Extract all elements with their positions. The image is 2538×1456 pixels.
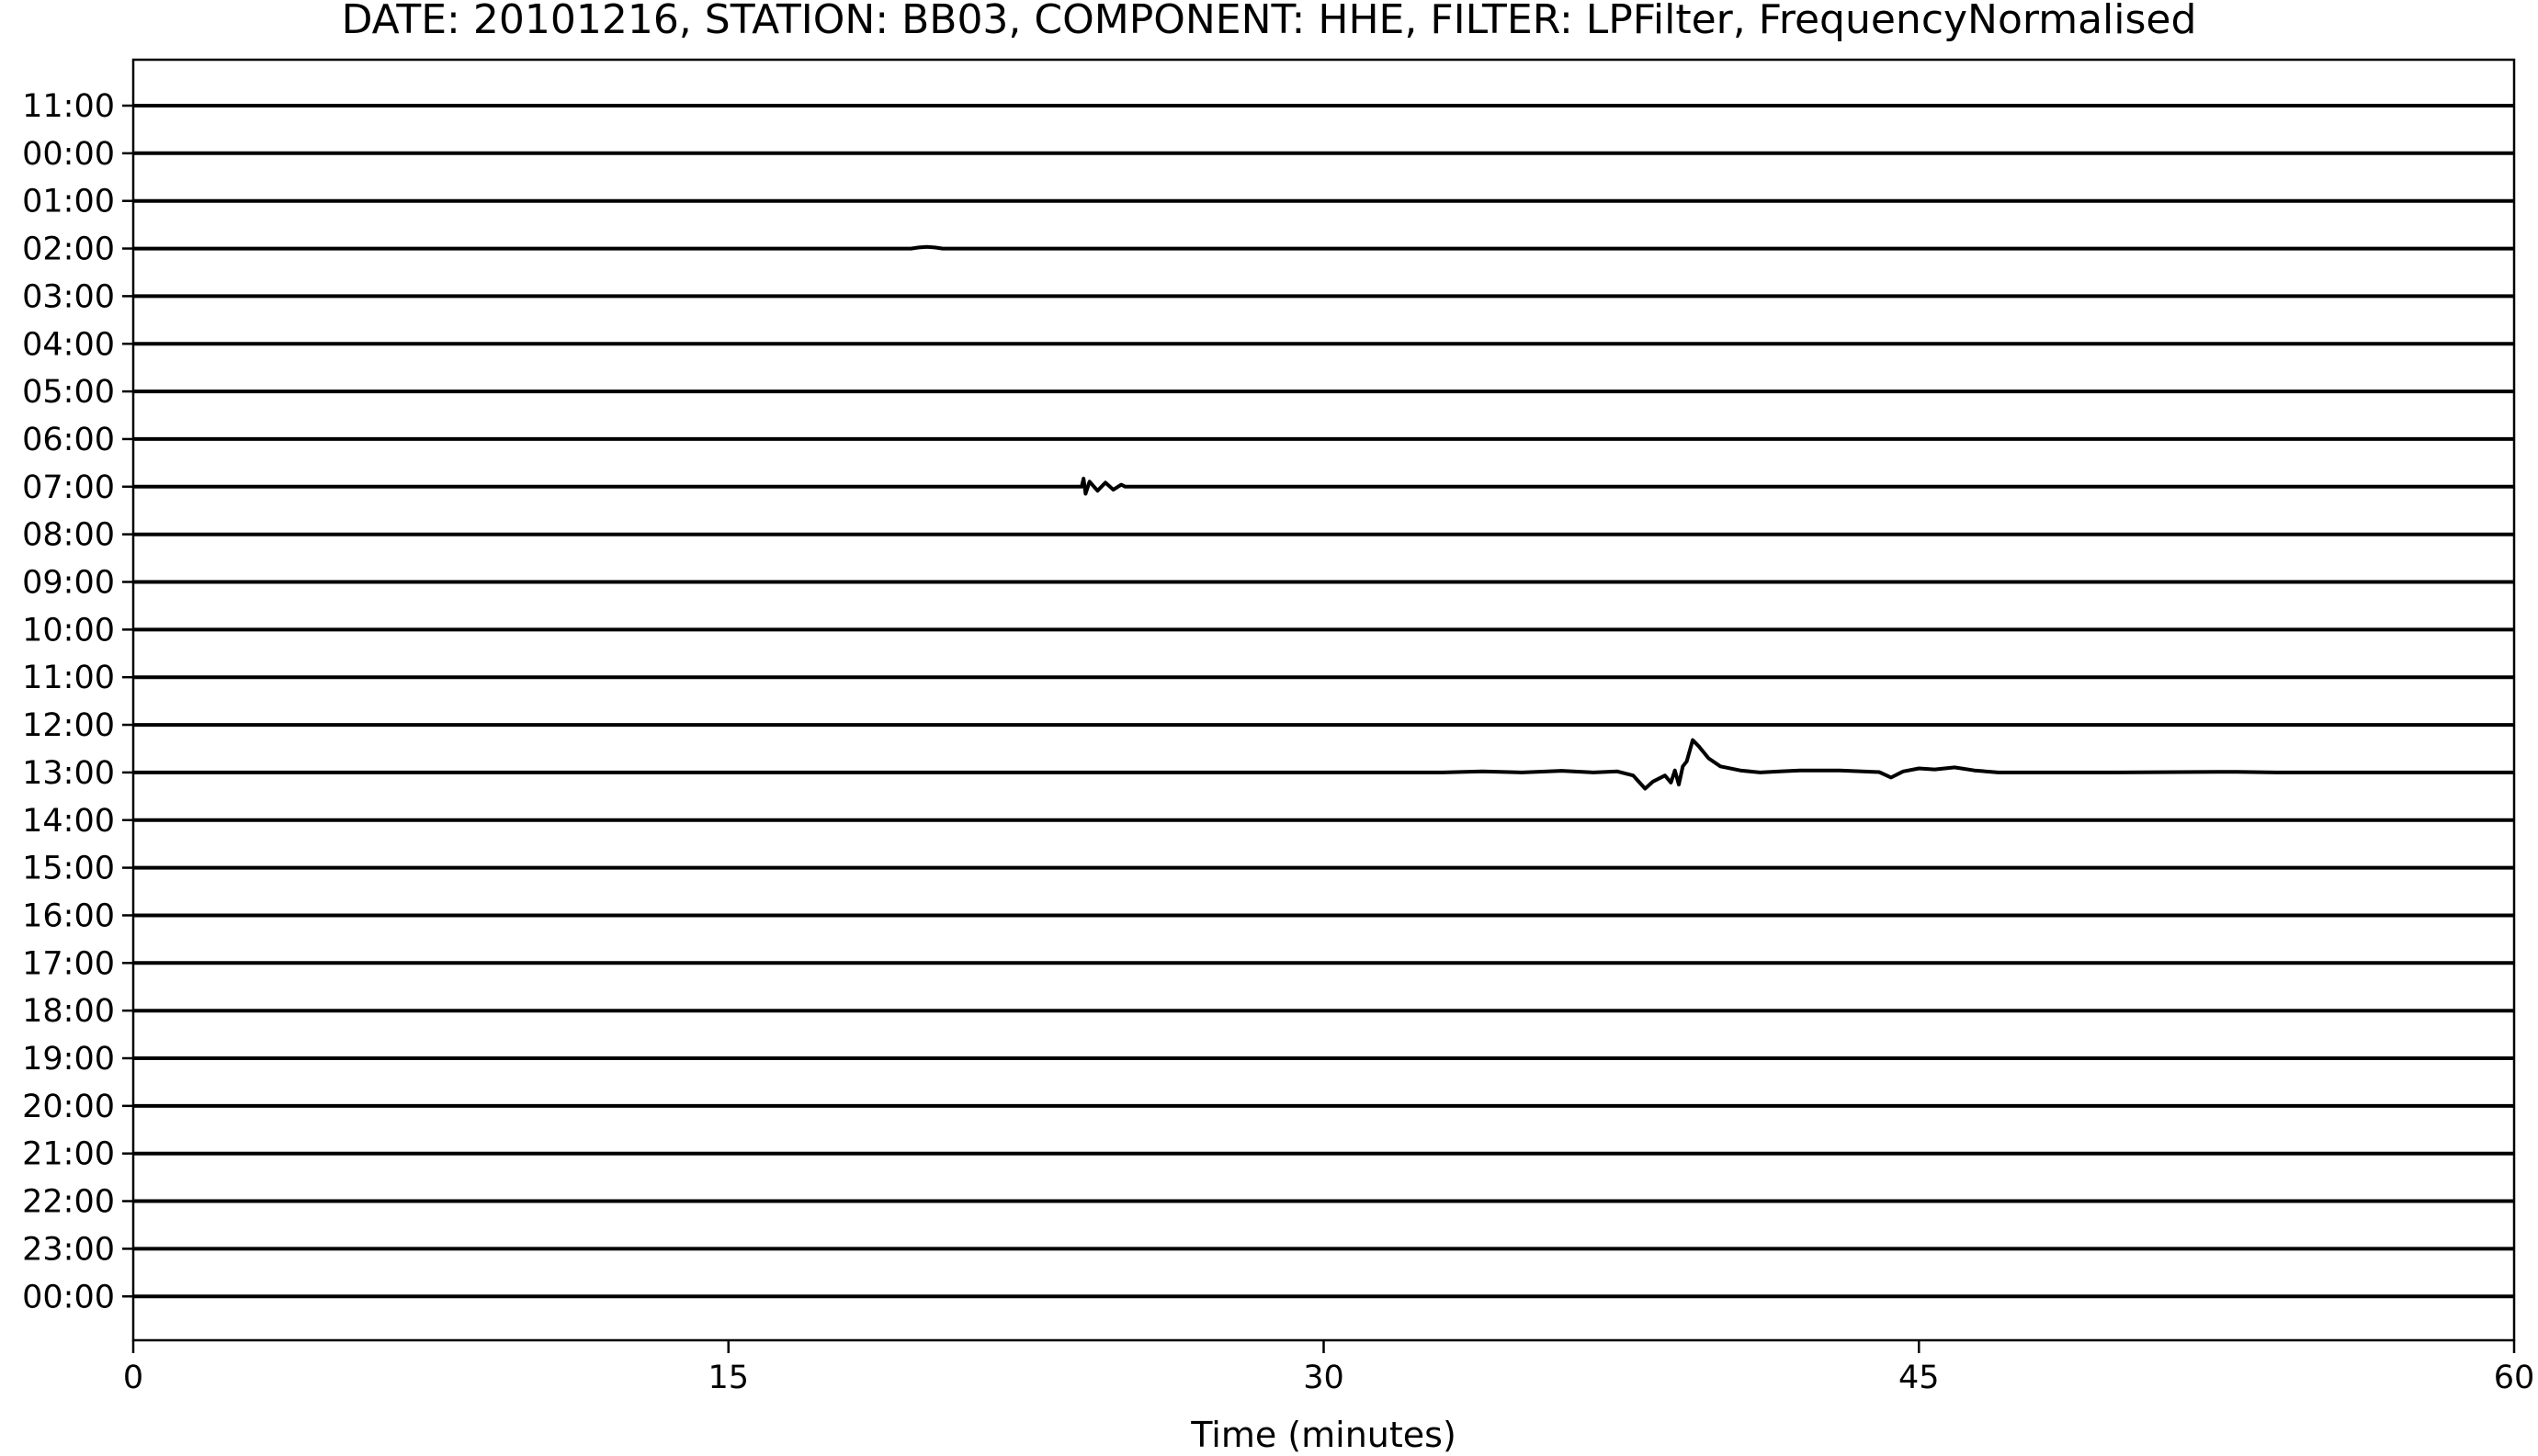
y-tick-label: 02:00 <box>22 231 115 268</box>
y-tick-label: 13:00 <box>22 755 115 792</box>
y-tick-label: 11:00 <box>22 660 115 696</box>
trace-line <box>133 477 2514 496</box>
y-tick-label: 18:00 <box>22 993 115 1030</box>
y-tick-label: 19:00 <box>22 1041 115 1078</box>
y-tick-label: 21:00 <box>22 1136 115 1173</box>
y-tick-label: 16:00 <box>22 897 115 934</box>
y-tick-label: 04:00 <box>22 326 115 363</box>
y-tick-label: 12:00 <box>22 707 115 744</box>
seismic-traces <box>133 104 2514 1299</box>
y-axis: 11:00 00:00 01:00 02:00 03:00 04:00 05:00 06:00… <box>22 88 133 1315</box>
y-tick-label: 03:00 <box>22 278 115 315</box>
chart-title: DATE: 20101216, STATION: BB03, COMPONENT… <box>342 0 2197 43</box>
y-tick-label: 07:00 <box>22 469 115 506</box>
y-tick-label: 05:00 <box>22 374 115 411</box>
x-tick-label: 60 <box>2494 1360 2535 1396</box>
x-axis-label: Time (minutes) <box>1190 1415 1456 1455</box>
trace-line <box>133 738 2514 791</box>
y-tick-label: 10:00 <box>22 612 115 649</box>
y-tick-label: 11:00 <box>22 88 115 125</box>
x-tick-label: 0 <box>123 1360 143 1396</box>
y-tick-label: 01:00 <box>22 184 115 220</box>
plot-frame <box>131 58 2516 1342</box>
trace-line <box>133 244 2514 251</box>
y-tick-label: 08:00 <box>22 517 115 554</box>
y-tick-label: 17:00 <box>22 945 115 982</box>
y-tick-label: 23:00 <box>22 1231 115 1268</box>
y-tick-label: 06:00 <box>22 422 115 458</box>
y-tick-label: 00:00 <box>22 136 115 173</box>
y-tick-label: 09:00 <box>22 565 115 602</box>
y-tick-label: 14:00 <box>22 803 115 840</box>
x-tick-label: 30 <box>1303 1360 1344 1396</box>
y-tick-label: 22:00 <box>22 1184 115 1221</box>
x-tick-label: 45 <box>1898 1360 1940 1396</box>
y-tick-label: 00:00 <box>22 1279 115 1315</box>
y-tick-label: 15:00 <box>22 851 115 887</box>
x-tick-label: 15 <box>708 1360 749 1396</box>
x-axis: 0 15 30 45 60 <box>123 1340 2534 1396</box>
y-tick-label: 20:00 <box>22 1089 115 1125</box>
